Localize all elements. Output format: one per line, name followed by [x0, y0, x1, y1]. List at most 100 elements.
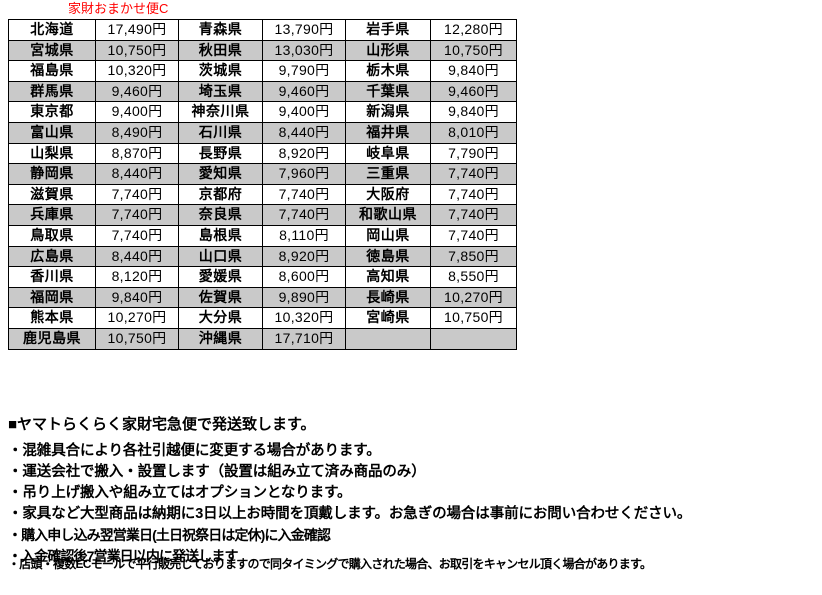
price-cell [430, 327, 517, 350]
prefecture-cell: 岩手県 [345, 19, 431, 41]
shipping-price-table-body: 北海道 17,490円 青森県 13,790円 岩手県 12,280円 宮城県 10,750円… [8, 19, 517, 350]
prefecture-cell: 佐賀県 [178, 286, 263, 309]
prefecture-cell: 奈良県 [178, 204, 263, 226]
note-line: ・家具など大型商品は納期に3日以上お時間を頂戴します。お急ぎの場合は事前にお問い… [8, 506, 692, 522]
price-cell: 10,750円 [95, 39, 179, 62]
shipping-price-table: 北海道 17,490円 青森県 13,790円 岩手県 12,280円 宮城県 10,750円… [8, 19, 517, 350]
table-row: 山梨県 8,870円 長野県 8,920円 岐阜県 7,790円 [8, 142, 517, 165]
prefecture-cell: 沖縄県 [178, 327, 263, 350]
table-row: 広島県 8,440円 山口県 8,920円 徳島県 7,850円 [8, 245, 517, 268]
prefecture-cell: 新潟県 [345, 101, 431, 123]
table-row: 福岡県 9,840円 佐賀県 9,890円 長崎県 10,270円 [8, 286, 517, 309]
price-cell: 17,710円 [262, 327, 346, 350]
prefecture-cell: 大分県 [178, 307, 263, 329]
price-cell: 7,740円 [430, 183, 517, 206]
prefecture-cell: 福岡県 [8, 286, 96, 309]
prefecture-cell: 東京都 [8, 101, 96, 123]
prefecture-cell: 滋賀県 [8, 183, 96, 206]
price-cell: 8,600円 [262, 266, 346, 288]
prefecture-cell: 福井県 [345, 121, 431, 144]
prefecture-cell [345, 327, 431, 350]
prefecture-cell: 静岡県 [8, 163, 96, 185]
prefecture-cell: 鹿児島県 [8, 327, 96, 350]
price-cell: 12,280円 [430, 19, 517, 41]
price-cell: 9,840円 [430, 60, 517, 82]
prefecture-cell: 神奈川県 [178, 101, 263, 123]
notes-section: ■ヤマトらくらく家財宅急便で発送致します。 ・混雑具合により各社引越便に変更する… [8, 414, 818, 567]
price-cell: 17,490円 [95, 19, 179, 41]
notes-footnote: ・店頭・複数ECモールで平行販売しておりますので同タイミングで購入された場合、お… [8, 557, 652, 571]
prefecture-cell: 栃木県 [345, 60, 431, 82]
price-cell: 7,740円 [262, 183, 346, 206]
notes-line-list: ・混雑具合により各社引越便に変更する場合があります。 ・運送会社で搬入・設置します… [8, 441, 818, 567]
prefecture-cell: 三重県 [345, 163, 431, 185]
price-cell: 9,840円 [95, 286, 179, 309]
prefecture-cell: 鳥取県 [8, 224, 96, 247]
table-row: 東京都 9,400円 神奈川県 9,400円 新潟県 9,840円 [8, 101, 517, 123]
price-cell: 10,320円 [262, 307, 346, 329]
price-cell: 8,110円 [262, 224, 346, 247]
price-cell: 7,740円 [430, 204, 517, 226]
price-cell: 9,790円 [262, 60, 346, 82]
prefecture-cell: 大阪府 [345, 183, 431, 206]
prefecture-cell: 京都府 [178, 183, 263, 206]
price-cell: 9,840円 [430, 101, 517, 123]
table-row: 群馬県 9,460円 埼玉県 9,460円 千葉県 9,460円 [8, 80, 517, 103]
price-cell: 10,270円 [95, 307, 179, 329]
table-row: 鳥取県 7,740円 島根県 8,110円 岡山県 7,740円 [8, 224, 517, 247]
price-cell: 8,440円 [262, 121, 346, 144]
price-cell: 8,010円 [430, 121, 517, 144]
note-line: ・吊り上げ搬入や組み立てはオプションとなります。 [8, 485, 352, 501]
prefecture-cell: 群馬県 [8, 80, 96, 103]
prefecture-cell: 山口県 [178, 245, 263, 268]
prefecture-cell: 香川県 [8, 266, 96, 288]
price-cell: 10,750円 [430, 39, 517, 62]
price-cell: 8,120円 [95, 266, 179, 288]
table-row: 鹿児島県 10,750円 沖縄県 17,710円 [8, 327, 517, 350]
price-cell: 9,890円 [262, 286, 346, 309]
shipping-price-table-container: 北海道 17,490円 青森県 13,790円 岩手県 12,280円 宮城県 10,750円… [8, 19, 517, 350]
prefecture-cell: 埼玉県 [178, 80, 263, 103]
price-cell: 7,850円 [430, 245, 517, 268]
page-title: 家財おまかせ便C [68, 1, 169, 16]
note-line: ・混雑具合により各社引越便に変更する場合があります。 [8, 443, 381, 459]
price-cell: 7,740円 [95, 204, 179, 226]
prefecture-cell: 石川県 [178, 121, 263, 144]
prefecture-cell: 宮崎県 [345, 307, 431, 329]
price-cell: 10,270円 [430, 286, 517, 309]
price-cell: 10,750円 [430, 307, 517, 329]
prefecture-cell: 長崎県 [345, 286, 431, 309]
price-cell: 9,400円 [262, 101, 346, 123]
price-cell: 9,460円 [262, 80, 346, 103]
prefecture-cell: 広島県 [8, 245, 96, 268]
prefecture-cell: 福島県 [8, 60, 96, 82]
price-cell: 8,920円 [262, 142, 346, 165]
prefecture-cell: 山形県 [345, 39, 431, 62]
price-cell: 7,960円 [262, 163, 346, 185]
prefecture-cell: 徳島県 [345, 245, 431, 268]
table-row: 北海道 17,490円 青森県 13,790円 岩手県 12,280円 [8, 19, 517, 41]
prefecture-cell: 青森県 [178, 19, 263, 41]
price-cell: 8,490円 [95, 121, 179, 144]
note-line: ・購入申し込み翌営業日(土日祝祭日は定休)に入金確認 [8, 527, 331, 543]
notes-heading: ■ヤマトらくらく家財宅急便で発送致します。 [8, 416, 316, 433]
table-row: 福島県 10,320円 茨城県 9,790円 栃木県 9,840円 [8, 60, 517, 82]
prefecture-cell: 岐阜県 [345, 142, 431, 165]
price-cell: 7,740円 [430, 163, 517, 185]
prefecture-cell: 愛媛県 [178, 266, 263, 288]
price-cell: 10,320円 [95, 60, 179, 82]
price-cell: 9,460円 [95, 80, 179, 103]
prefecture-cell: 島根県 [178, 224, 263, 247]
price-cell: 10,750円 [95, 327, 179, 350]
prefecture-cell: 千葉県 [345, 80, 431, 103]
prefecture-cell: 秋田県 [178, 39, 263, 62]
price-cell: 8,550円 [430, 266, 517, 288]
price-cell: 13,030円 [262, 39, 346, 62]
prefecture-cell: 熊本県 [8, 307, 96, 329]
table-row: 滋賀県 7,740円 京都府 7,740円 大阪府 7,740円 [8, 183, 517, 206]
prefecture-cell: 宮城県 [8, 39, 96, 62]
table-row: 兵庫県 7,740円 奈良県 7,740円 和歌山県 7,740円 [8, 204, 517, 226]
prefecture-cell: 富山県 [8, 121, 96, 144]
price-cell: 7,740円 [95, 183, 179, 206]
price-cell: 7,740円 [95, 224, 179, 247]
